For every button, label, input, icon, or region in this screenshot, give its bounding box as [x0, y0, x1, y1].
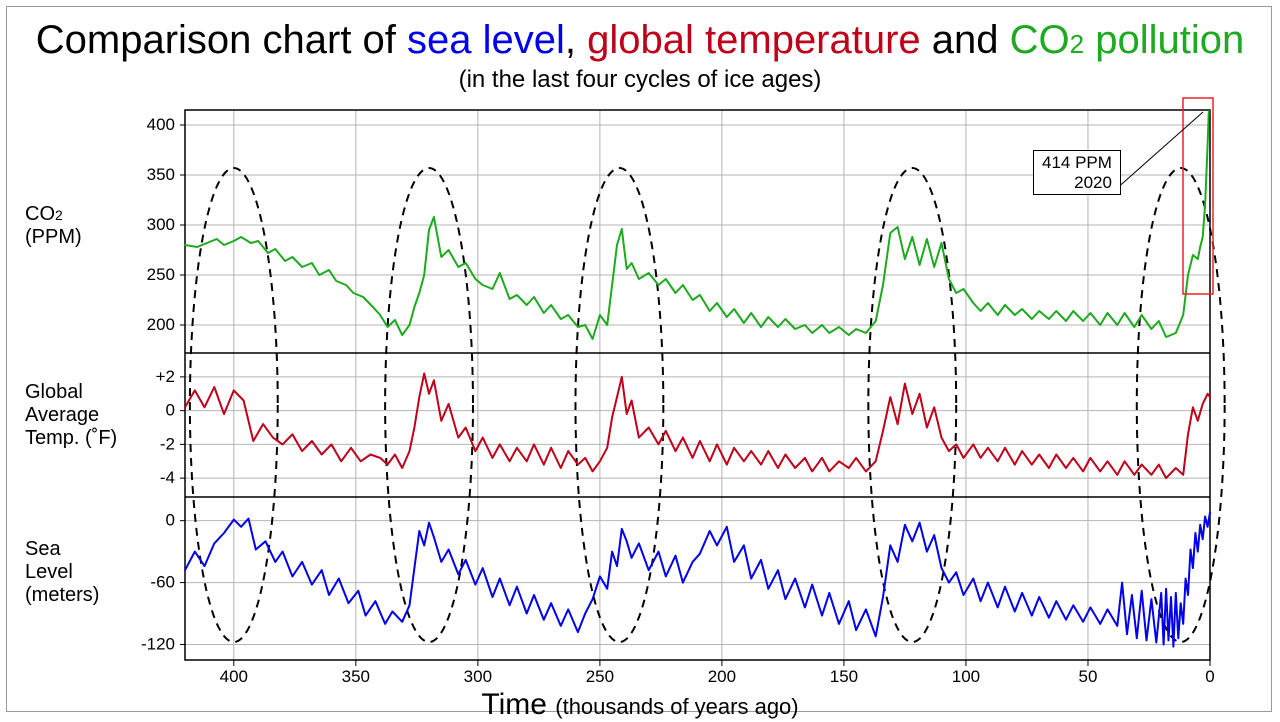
title-prefix: Comparison chart of — [36, 18, 407, 62]
y-label-sea: SeaLevel(meters) — [25, 538, 99, 607]
annotation-ppm: 414 PPM — [1042, 153, 1112, 172]
chart-subtitle: (in the last four cycles of ice ages) — [0, 66, 1280, 94]
x-axis-title: Time (thousands of years ago) — [0, 688, 1280, 722]
outer-frame — [6, 6, 1272, 712]
title-sep1: , — [565, 18, 587, 62]
annotation-callout: 414 PPM 2020 — [1033, 150, 1121, 195]
chart-title: Comparison chart of sea level, global te… — [0, 18, 1280, 63]
y-label-temp: GlobalAverageTemp. (˚F) — [25, 381, 117, 450]
title-sep2: and — [921, 18, 1010, 62]
title-co2: CO2 pollution — [1010, 18, 1245, 62]
annotation-year: 2020 — [1074, 173, 1112, 192]
title-sea: sea level — [407, 18, 565, 62]
y-label-co2: CO2 (PPM) — [25, 203, 82, 249]
title-temp: global temperature — [587, 18, 921, 62]
